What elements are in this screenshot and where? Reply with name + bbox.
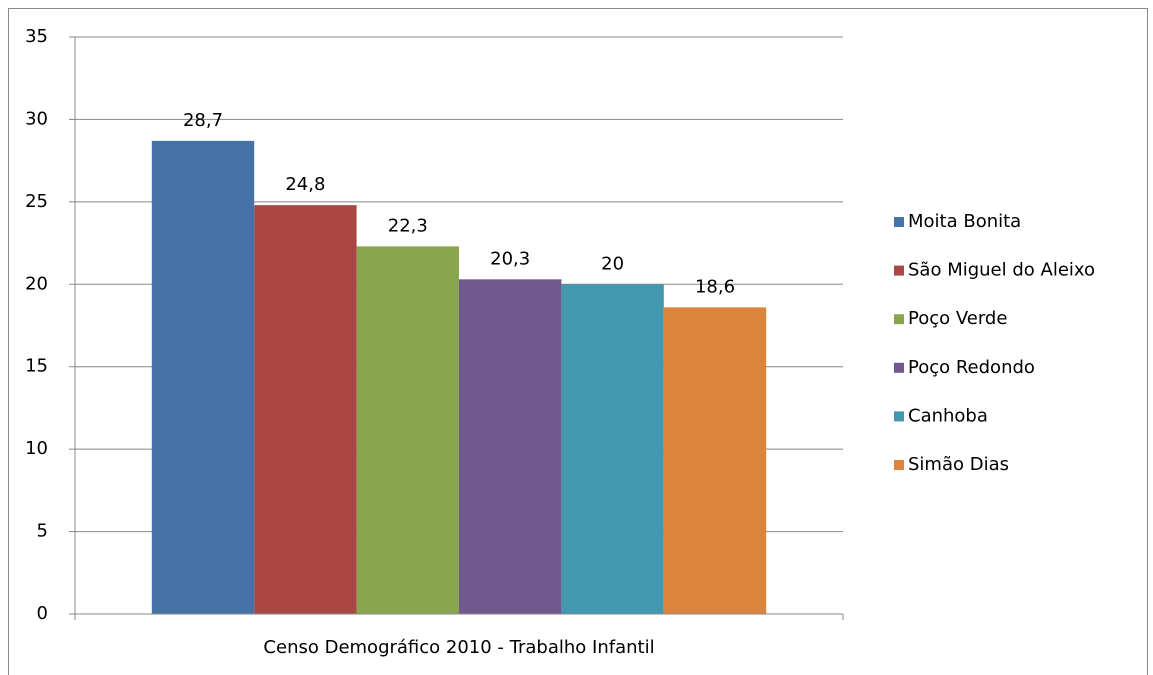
x-tick-label: Censo Demográfico 2010 - Trabalho Infant… [263,637,654,658]
legend-label: Simão Dias [908,454,1009,475]
value-label: 24,8 [285,174,325,195]
y-tick-label: 0 [37,603,48,624]
bar [151,140,255,615]
legend-swatch [894,411,904,422]
value-label: 18,6 [695,276,735,297]
bar [356,246,459,614]
legend-label: Poço Verde [908,308,1007,329]
y-tick-label: 30 [25,108,48,129]
value-label: 22,3 [388,215,428,236]
legend-label: Moita Bonita [908,211,1021,232]
legend-swatch [894,460,904,470]
legend-swatch [894,314,904,325]
bar [254,205,357,614]
legend-swatch [894,265,904,276]
bar [459,279,562,614]
y-tick-label: 10 [25,438,48,459]
y-tick-label: 35 [25,26,48,47]
value-label: 28,7 [183,110,223,131]
chart-frame [8,8,1148,675]
legend-label: Poço Redondo [908,357,1035,378]
y-tick-label: 15 [25,356,48,377]
y-tick-label: 20 [25,273,48,294]
legend-swatch [894,217,904,227]
y-tick-label: 5 [37,521,48,542]
legend-swatch [894,362,904,373]
y-tick-label: 25 [25,191,48,212]
legend-label: São Miguel do Aleixo [908,260,1095,281]
value-label: 20 [601,253,624,274]
bar [663,307,767,614]
value-label: 20,3 [490,248,530,269]
legend-label: Canhoba [908,405,988,426]
bar [561,284,664,614]
